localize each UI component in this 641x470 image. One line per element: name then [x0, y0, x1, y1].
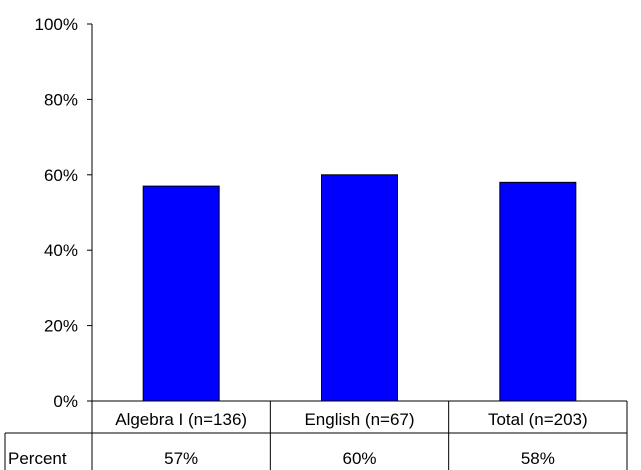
y-tick-label: 80%	[44, 90, 78, 109]
bar	[142, 185, 220, 402]
y-tick-label: 20%	[44, 317, 78, 336]
data-table: Percent Algebra I (n=136) 57% English (n=6…	[4, 400, 628, 470]
x-tick-label: English (n=67)	[304, 410, 414, 429]
x-tick-label: Algebra I (n=136)	[115, 410, 247, 429]
y-axis: 0% 20% 40% 60% 80% 100%	[35, 15, 93, 411]
y-tick-label: 60%	[44, 166, 78, 185]
data-table-value: 58%	[521, 449, 555, 468]
data-table-value: 60%	[342, 449, 376, 468]
data-table-value: 57%	[164, 449, 198, 468]
y-tick-label: 40%	[44, 241, 78, 260]
bars	[142, 174, 577, 402]
bar	[321, 174, 398, 402]
y-tick-label: 100%	[35, 15, 78, 34]
data-table-row-label: Percent	[8, 449, 67, 468]
x-tick-label: Total (n=203)	[488, 410, 588, 429]
y-tick-label: 0%	[53, 392, 78, 411]
bar	[499, 181, 577, 402]
